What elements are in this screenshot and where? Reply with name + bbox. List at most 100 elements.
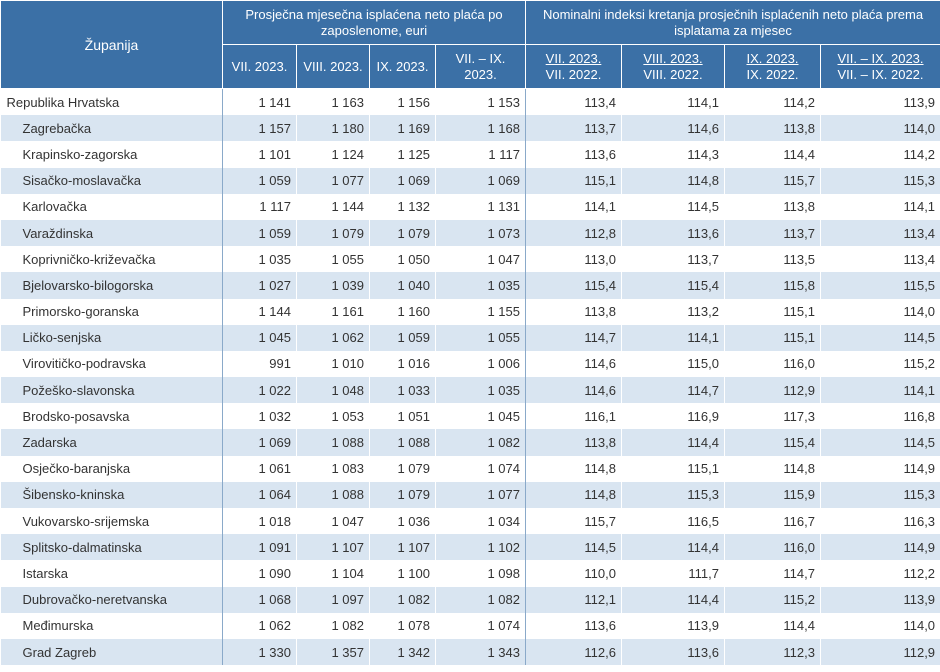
index-value-cell: 114,6 xyxy=(525,377,622,404)
index-value-cell: 114,0 xyxy=(820,115,940,142)
wage-value-cell: 1 016 xyxy=(369,350,436,378)
index-value-cell: 114,1 xyxy=(820,193,940,220)
wage-value-cell: 1 097 xyxy=(296,586,370,613)
table-row: Osječko-baranjska 1 061 1 083 1 079 1 074 114… xyxy=(0,455,940,482)
wage-value-cell: 1 079 xyxy=(296,219,370,247)
index-col-current: VII. 2023. xyxy=(545,50,602,66)
table-row: Istarska 1 090 1 104 1 100 1 098 110,0 111,7 11… xyxy=(0,560,940,587)
index-value-cell: 115,4 xyxy=(621,272,725,299)
index-value-cell: 111,7 xyxy=(621,560,725,587)
index-value-cell: 117,3 xyxy=(724,403,821,430)
wage-value-cell: 1 169 xyxy=(369,115,436,142)
table-row: Splitsko-dalmatinska 1 091 1 107 1 107 1 102… xyxy=(0,534,940,561)
index-value-cell: 114,1 xyxy=(621,88,725,116)
index-value-cell: 116,9 xyxy=(621,403,725,430)
wage-value-cell: 1 088 xyxy=(369,429,436,456)
wage-value-cell: 1 330 xyxy=(222,638,297,666)
wage-col-header: VII. – IX. 2023. xyxy=(435,44,526,89)
index-value-cell: 115,1 xyxy=(525,167,622,194)
wage-value-cell: 1 045 xyxy=(222,324,297,351)
wage-value-cell: 1 039 xyxy=(296,272,370,299)
county-name-cell: Međimurska xyxy=(0,612,223,639)
index-value-cell: 114,1 xyxy=(525,193,622,220)
county-name-cell: Istarska xyxy=(0,560,223,587)
wage-value-cell: 1 104 xyxy=(296,560,370,587)
county-name-cell: Požeško-slavonska xyxy=(0,377,223,404)
county-name-cell: Varaždinska xyxy=(0,219,223,247)
index-value-cell: 116,5 xyxy=(621,508,725,535)
wage-value-cell: 1 036 xyxy=(369,508,436,535)
index-value-cell: 113,8 xyxy=(724,115,821,142)
wage-value-cell: 991 xyxy=(222,350,297,378)
index-value-cell: 115,7 xyxy=(724,167,821,194)
wage-value-cell: 1 048 xyxy=(296,377,370,404)
index-value-cell: 116,3 xyxy=(820,508,940,535)
index-value-cell: 112,3 xyxy=(724,638,821,666)
wage-value-cell: 1 117 xyxy=(222,193,297,220)
wage-value-cell: 1 091 xyxy=(222,534,297,561)
table-row: Koprivničko-križevačka 1 035 1 055 1 050 1 0… xyxy=(0,246,940,273)
county-name-cell: Vukovarsko-srijemska xyxy=(0,508,223,535)
wage-value-cell: 1 117 xyxy=(435,141,526,168)
wage-value-cell: 1 069 xyxy=(369,167,436,194)
wage-value-cell: 1 343 xyxy=(435,638,526,666)
wage-value-cell: 1 050 xyxy=(369,246,436,273)
wage-value-cell: 1 053 xyxy=(296,403,370,430)
wage-value-cell: 1 073 xyxy=(435,219,526,247)
index-value-cell: 115,4 xyxy=(724,429,821,456)
wage-value-cell: 1 022 xyxy=(222,377,297,404)
index-value-cell: 114,1 xyxy=(820,377,940,404)
wage-value-cell: 1 059 xyxy=(222,167,297,194)
county-column-header: Županija xyxy=(0,0,223,89)
index-value-cell: 115,1 xyxy=(724,324,821,351)
wage-value-cell: 1 074 xyxy=(435,612,526,639)
wage-value-cell: 1 069 xyxy=(435,167,526,194)
table-header: Županija Prosječna mjesečna isplaćena ne… xyxy=(0,0,940,89)
wage-value-cell: 1 102 xyxy=(435,534,526,561)
index-value-cell: 115,2 xyxy=(724,586,821,613)
wage-value-cell: 1 055 xyxy=(435,324,526,351)
county-name-cell: Dubrovačko-neretvanska xyxy=(0,586,223,613)
table-row: Zadarska 1 069 1 088 1 088 1 082 113,8 114,4 11… xyxy=(0,429,940,456)
index-col-header: VII. – IX. 2023. VII. – IX. 2022. xyxy=(819,44,940,89)
index-col-current: VIII. 2023. xyxy=(643,50,703,66)
wage-value-cell: 1 100 xyxy=(369,560,436,587)
wage-value-cell: 1 079 xyxy=(369,219,436,247)
county-name-cell: Sisačko-moslavačka xyxy=(0,167,223,194)
wage-value-cell: 1 033 xyxy=(369,377,436,404)
index-value-cell: 116,0 xyxy=(724,350,821,378)
index-value-cell: 114,7 xyxy=(621,377,725,404)
index-value-cell: 114,0 xyxy=(820,612,940,639)
table-row: Krapinsko-zagorska 1 101 1 124 1 125 1 117 11… xyxy=(0,141,940,168)
county-name-cell: Osječko-baranjska xyxy=(0,455,223,482)
index-value-cell: 114,1 xyxy=(621,324,725,351)
index-value-cell: 113,9 xyxy=(820,88,940,116)
index-value-cell: 112,1 xyxy=(525,586,622,613)
index-col-current: IX. 2023. xyxy=(746,50,799,66)
index-value-cell: 113,7 xyxy=(525,115,622,142)
wage-value-cell: 1 078 xyxy=(369,612,436,639)
wage-value-cell: 1 083 xyxy=(296,455,370,482)
table-row: Šibensko-kninska 1 064 1 088 1 079 1 077 114,… xyxy=(0,481,940,508)
index-value-cell: 113,4 xyxy=(820,246,940,273)
index-value-cell: 116,0 xyxy=(724,534,821,561)
index-value-cell: 116,7 xyxy=(724,508,821,535)
wage-value-cell: 1 155 xyxy=(435,298,526,325)
table-row: Zagrebačka 1 157 1 180 1 169 1 168 113,7 114,6… xyxy=(0,115,940,142)
index-value-cell: 114,7 xyxy=(525,324,622,351)
wage-value-cell: 1 357 xyxy=(296,638,370,666)
index-col-base: IX. 2022. xyxy=(746,66,799,82)
county-name-cell: Grad Zagreb xyxy=(0,638,223,666)
index-value-cell: 114,5 xyxy=(525,534,622,561)
index-value-cell: 115,4 xyxy=(525,272,622,299)
index-value-cell: 115,0 xyxy=(621,350,725,378)
index-value-cell: 115,9 xyxy=(724,481,821,508)
index-value-cell: 114,4 xyxy=(621,429,725,456)
wage-value-cell: 1 061 xyxy=(222,455,297,482)
county-name-cell: Virovitičko-podravska xyxy=(0,350,223,378)
wage-value-cell: 1 082 xyxy=(435,586,526,613)
county-name-cell: Karlovačka xyxy=(0,193,223,220)
wage-value-cell: 1 132 xyxy=(369,193,436,220)
wage-value-cell: 1 032 xyxy=(222,403,297,430)
index-value-cell: 113,8 xyxy=(525,298,622,325)
